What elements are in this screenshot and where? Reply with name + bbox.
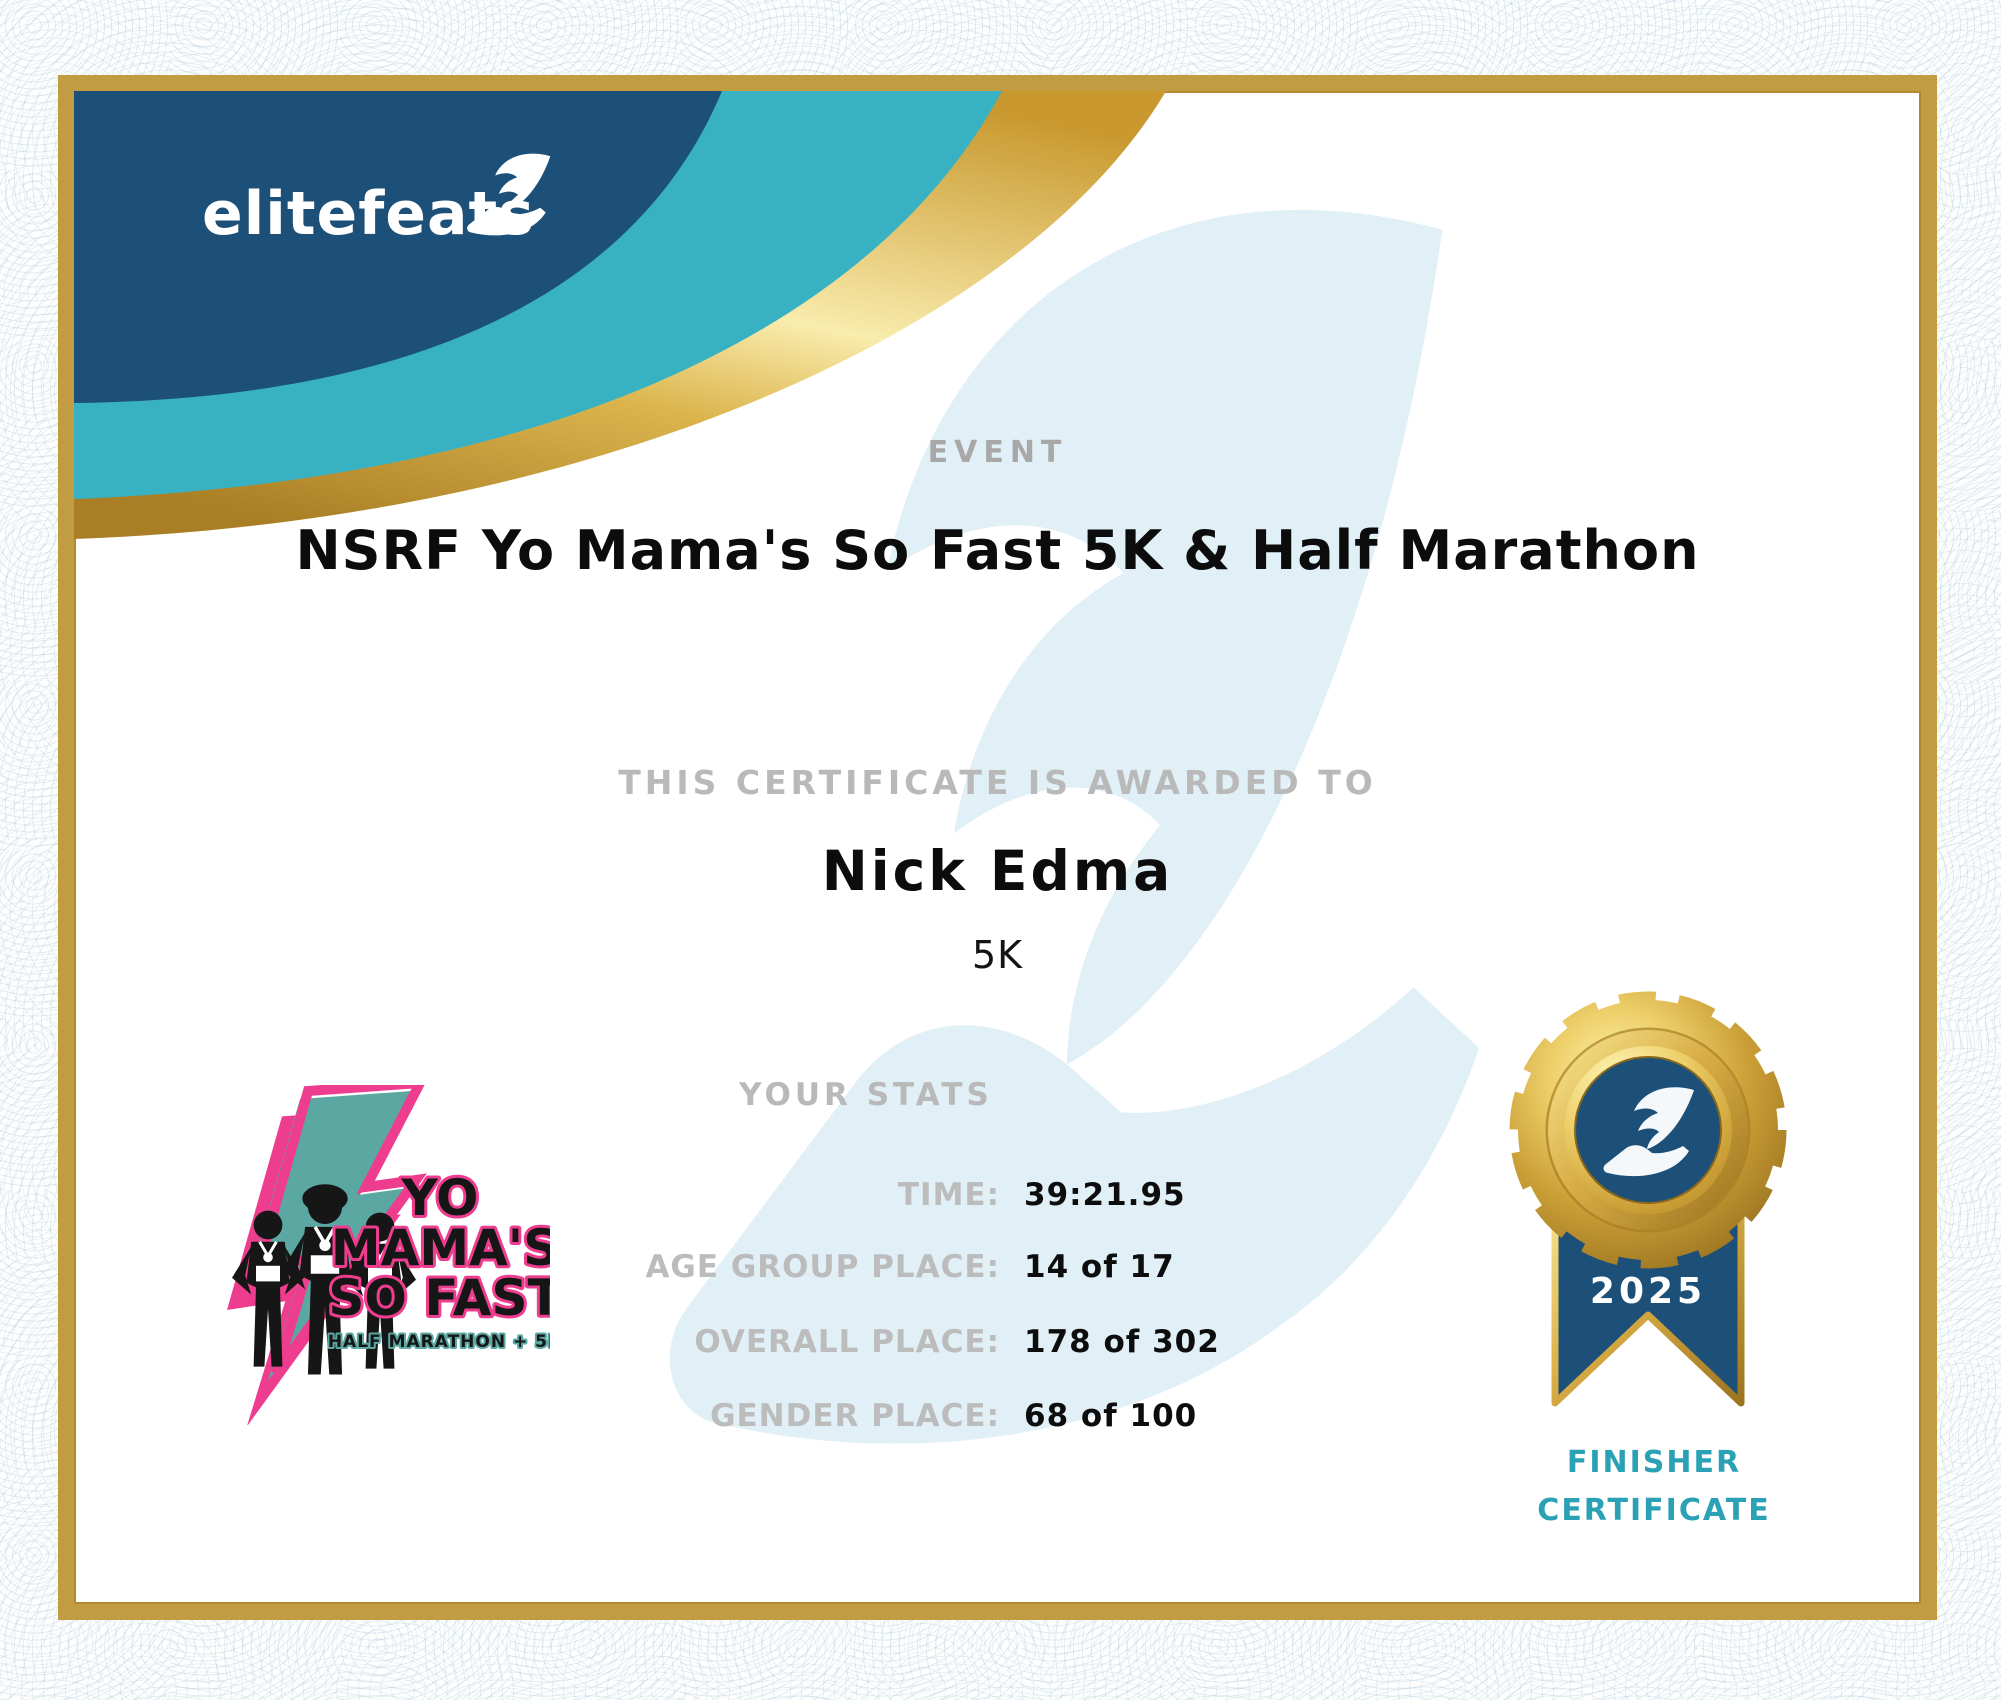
certificate-body: elitefeats EVENT NSRF Yo Mama's So Fast …: [74, 91, 1921, 1604]
stat-value: 39:21.95: [1024, 1177, 1186, 1213]
header-swoosh: [74, 91, 1166, 539]
stat-value: 14 of 17: [1024, 1249, 1175, 1285]
stat-value: 68 of 100: [1024, 1398, 1198, 1434]
finisher-caption-line1: FINISHER: [1566, 1445, 1742, 1480]
race-logo-line1: YO: [401, 1169, 479, 1227]
recipient-name: Nick Edma: [821, 839, 1174, 903]
finisher-caption: FINISHER CERTIFICATE: [1444, 1439, 1864, 1535]
stat-row-overall-place: OVERALL PLACE: 178 of 302: [400, 1324, 1550, 1360]
race-logo-line4: HALF MARATHON + 5K: [328, 1332, 550, 1352]
brand-logo-text: elitefeats: [202, 179, 535, 249]
stat-label: TIME:: [897, 1177, 1000, 1213]
division-label: 5K: [971, 933, 1024, 977]
race-logo: YO MAMA'S SO FAST HALF MARATHON + 5K: [227, 1085, 550, 1425]
stat-label: AGE GROUP PLACE:: [645, 1249, 1000, 1285]
stat-row-time: TIME: 39:21.95: [400, 1177, 1550, 1213]
race-logo-line2: MAMA'S: [331, 1219, 550, 1277]
stat-row-age-group-place: AGE GROUP PLACE: 14 of 17: [400, 1249, 1550, 1285]
navy-swoosh-shape: [74, 91, 722, 403]
stat-value: 178 of 302: [1024, 1324, 1220, 1360]
stats-header: YOUR STATS: [739, 1077, 993, 1113]
stat-row-gender-place: GENDER PLACE: 68 of 100: [400, 1398, 1550, 1434]
stat-label: GENDER PLACE:: [710, 1398, 1000, 1434]
race-logo-line3: SO FAST: [328, 1269, 550, 1327]
finisher-caption-line2: CERTIFICATE: [1537, 1493, 1771, 1528]
runner-silhouettes-icon: [230, 1184, 418, 1377]
event-label: EVENT: [927, 435, 1068, 470]
awarded-to-label: THIS CERTIFICATE IS AWARDED TO: [618, 763, 1377, 802]
medal-year: 2025: [1590, 1271, 1706, 1312]
finisher-medal: 2025: [1509, 991, 1787, 1407]
event-name: NSRF Yo Mama's So Fast 5K & Half Maratho…: [295, 519, 1700, 582]
medal-rosette: [1509, 991, 1787, 1269]
stat-label: OVERALL PLACE:: [694, 1324, 1000, 1360]
